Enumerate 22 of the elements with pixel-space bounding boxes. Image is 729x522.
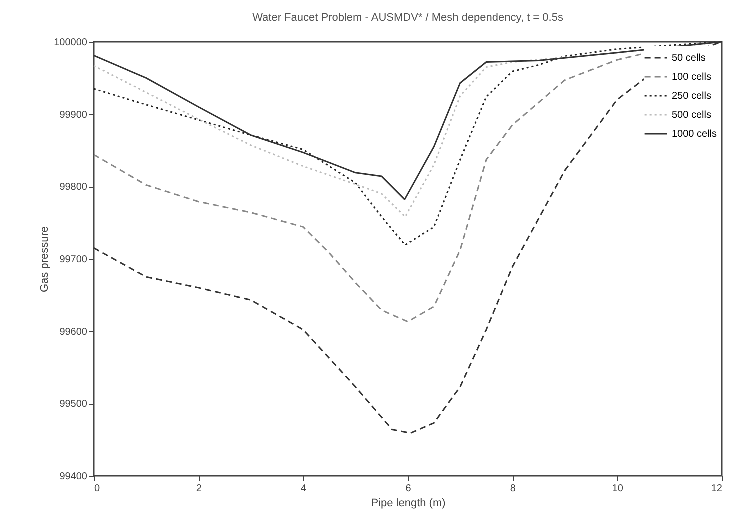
x-tick-label: 4 bbox=[301, 484, 308, 494]
y-axis-title: Gas pressure bbox=[39, 226, 52, 293]
legend-label: 50 cells bbox=[672, 53, 706, 64]
x-tick-label: 6 bbox=[406, 484, 412, 494]
y-tick-label: 99500 bbox=[60, 399, 88, 410]
legend-label: 100 cells bbox=[672, 72, 712, 83]
x-tick-label: 12 bbox=[711, 484, 723, 494]
chart-title: Water Faucet Problem - AUSMDV* / Mesh dependency, t = 0.5s bbox=[252, 12, 564, 24]
legend-label: 250 cells bbox=[672, 91, 712, 102]
x-axis-title: Pipe length (m) bbox=[371, 498, 446, 510]
y-tick-label: 99900 bbox=[60, 110, 88, 121]
y-tick-label: 99700 bbox=[60, 254, 88, 266]
y-tick-label: 99800 bbox=[60, 182, 88, 194]
x-tick-label: 2 bbox=[196, 484, 202, 494]
y-tick-label: 99400 bbox=[60, 472, 88, 482]
legend-label: 1000 cells bbox=[672, 129, 718, 140]
x-tick-label: 8 bbox=[510, 484, 516, 494]
x-tick-label: 10 bbox=[612, 484, 624, 494]
legend-label: 500 cells bbox=[672, 110, 712, 121]
y-tick-label: 100000 bbox=[54, 38, 88, 48]
x-tick-label: 0 bbox=[94, 484, 100, 494]
y-tick-label: 99600 bbox=[60, 326, 88, 338]
